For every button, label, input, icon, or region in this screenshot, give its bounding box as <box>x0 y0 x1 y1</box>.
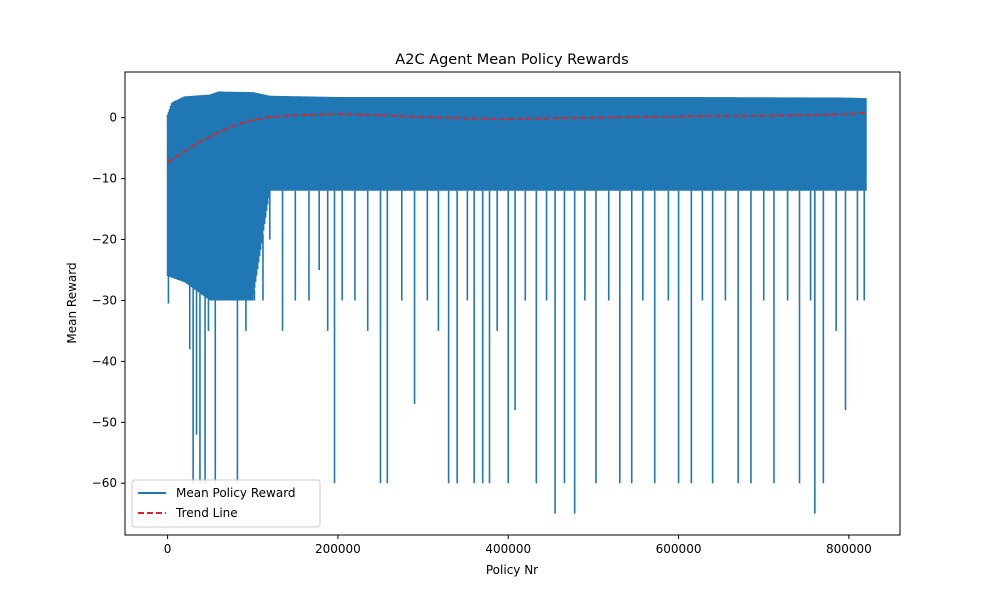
x-tick-label: 800000 <box>826 542 872 556</box>
plot-frame <box>124 71 901 536</box>
x-tick-label: 200000 <box>315 542 361 556</box>
series-mean-policy-reward <box>166 91 867 514</box>
series-group <box>166 91 867 514</box>
x-axis-label: Policy Nr <box>486 563 538 577</box>
y-tick-label: −50 <box>92 415 117 429</box>
y-axis-label: Mean Reward <box>65 262 79 343</box>
y-tick-label: −40 <box>92 354 117 368</box>
y-tick-label: −30 <box>92 293 117 307</box>
y-axis: 0 −10 −20 −30 −40 −50 −60 <box>92 111 125 490</box>
x-axis: 0 200000 400000 600000 800000 <box>164 535 872 556</box>
y-tick-label: −20 <box>92 233 117 247</box>
plot-area <box>124 71 901 536</box>
reward-band <box>166 91 867 301</box>
chart-title: A2C Agent Mean Policy Rewards <box>395 52 628 68</box>
series-trend-line <box>167 111 866 163</box>
legend-label-trend-line: Trend Line <box>175 506 238 520</box>
y-tick-label: −10 <box>92 172 117 186</box>
x-tick-label: 0 <box>164 542 172 556</box>
x-tick-label: 600000 <box>656 542 702 556</box>
y-tick-label: −60 <box>92 476 117 490</box>
legend-label-mean-policy-reward: Mean Policy Reward <box>176 486 296 500</box>
y-tick-label: 0 <box>109 111 117 125</box>
legend: Mean Policy Reward Trend Line <box>131 479 321 528</box>
x-tick-label: 400000 <box>485 542 531 556</box>
legend-box <box>131 479 321 528</box>
